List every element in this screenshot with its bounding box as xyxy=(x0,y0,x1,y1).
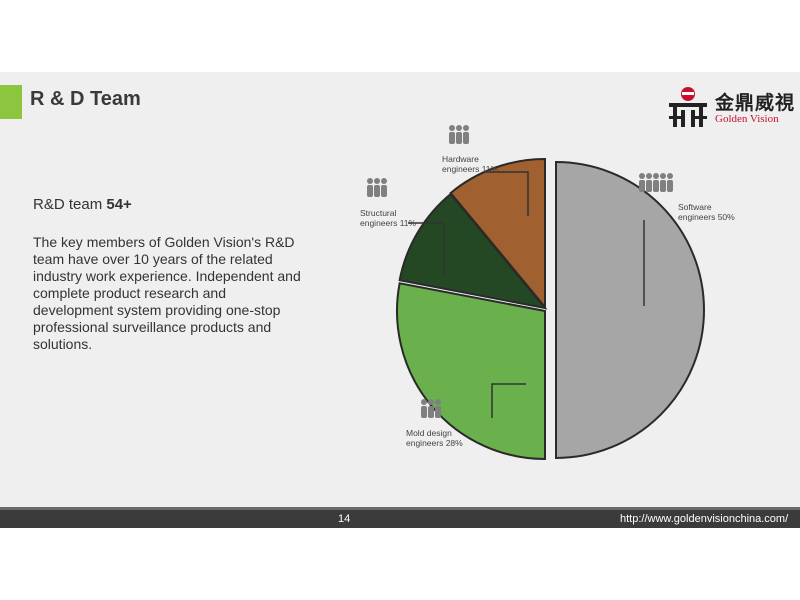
people-icon xyxy=(367,178,387,197)
slice-label-mold-design-line2: engineers 28% xyxy=(406,438,463,448)
footer-accent-line xyxy=(0,507,800,510)
slice-label-software-line1: Software xyxy=(678,202,712,212)
headline-prefix: R&D team xyxy=(33,196,107,213)
people-icon xyxy=(639,173,673,192)
leader-line-hardware xyxy=(486,171,529,216)
slice-label-hardware-line1: Hardware xyxy=(442,154,479,164)
team-size-count: 54+ xyxy=(106,196,132,213)
slice-label-structural-line2: engineers 11% xyxy=(360,218,417,228)
team-size-headline: R&D team 54+ xyxy=(33,196,132,213)
title-accent-bar xyxy=(0,85,22,119)
leader-line-mold-design xyxy=(491,383,526,418)
people-icon xyxy=(421,399,441,418)
label-leader-lines xyxy=(408,171,645,418)
people-icon xyxy=(449,125,469,144)
logo-chinese-text: 金鼎威視 xyxy=(715,92,796,114)
logo-english-text: Golden Vision xyxy=(715,113,779,125)
footer-bar xyxy=(0,510,800,528)
pie-slice-mold-design xyxy=(396,282,546,461)
slice-label-software-line2: engineers 50% xyxy=(678,212,735,222)
pie-slice-software xyxy=(555,160,705,460)
leader-line-structural xyxy=(408,222,445,276)
slice-label-structural-line1: Structural xyxy=(360,208,396,218)
page-number: 14 xyxy=(338,513,351,525)
pie-slice-hardware xyxy=(449,157,546,310)
pie-slices xyxy=(396,157,705,461)
website-url: http://www.goldenvisionchina.com/ xyxy=(620,513,789,525)
slide-title: R & D Team xyxy=(30,88,141,110)
slice-label-mold-design-line1: Mold design xyxy=(406,428,452,438)
slice-label-hardware-line2: engineers 11% xyxy=(442,164,499,174)
people-icons xyxy=(367,125,673,418)
team-description: The key members of Golden Vision's R&D t… xyxy=(33,234,301,352)
logo-mark-icon xyxy=(669,87,707,127)
company-logo: 金鼎威視 Golden Vision xyxy=(666,86,794,132)
